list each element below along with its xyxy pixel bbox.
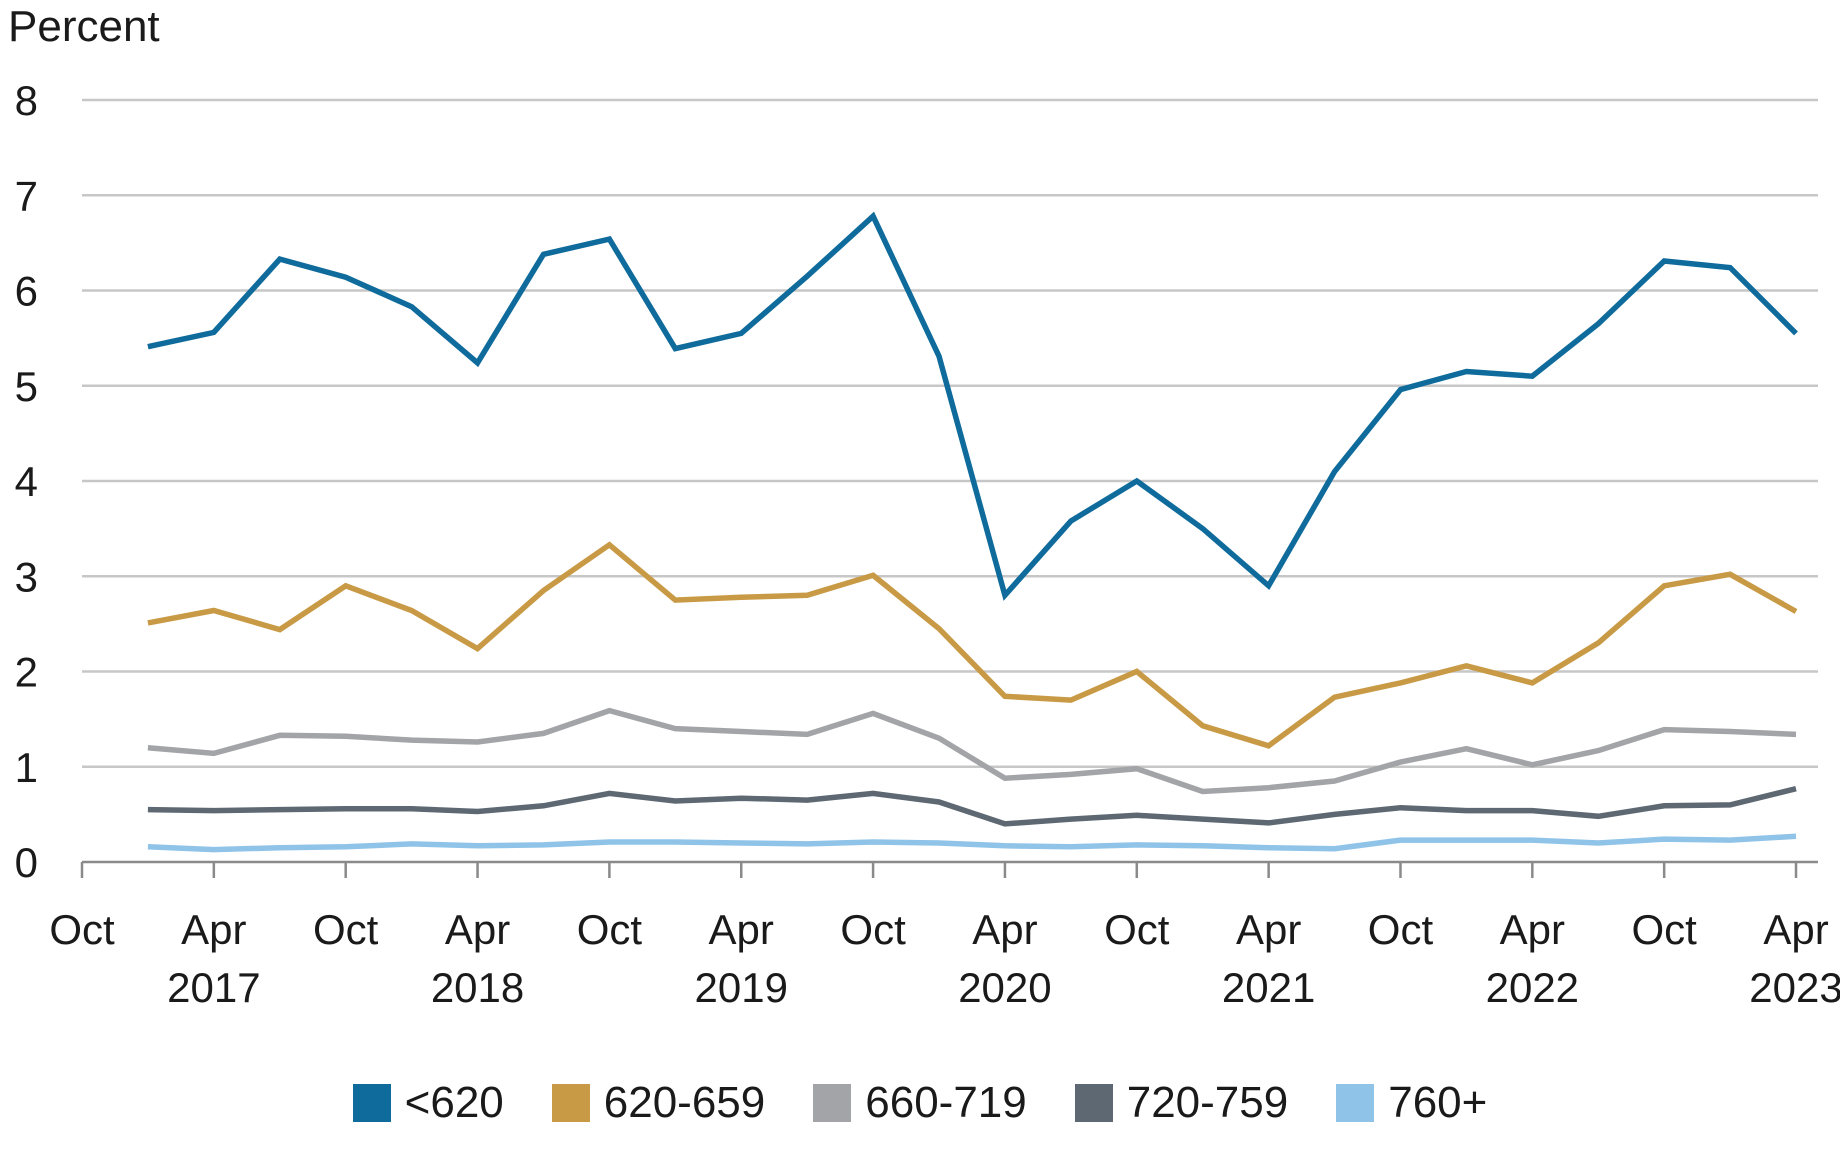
y-tick-label: 1	[15, 744, 38, 791]
x-tick-label: Apr	[445, 906, 510, 953]
legend-item: 660-719	[813, 1078, 1027, 1128]
legend-label: 720-759	[1126, 1078, 1289, 1127]
x-tick-label: Oct	[1104, 906, 1170, 953]
y-tick-label: 2	[15, 649, 38, 696]
series-line	[147, 211, 1798, 601]
legend-swatch	[813, 1084, 852, 1122]
legend-swatch	[1336, 1084, 1375, 1122]
x-tick-label: Apr	[1500, 906, 1565, 953]
x-axis: Oct Apr 2017 Oct Apr 2018 Oct Apr 2019 Oct Apr 2020…	[49, 860, 1840, 1011]
legend: <620 620-659 660-719 720-759 760+	[0, 1078, 1840, 1128]
series-lines	[147, 211, 1798, 853]
x-tick-label: Apr	[972, 906, 1037, 953]
x-tick-label: Oct	[577, 906, 643, 953]
x-tick-year-label: 2017	[167, 964, 260, 1011]
x-tick-label: Apr	[181, 906, 246, 953]
legend-label: 620-659	[603, 1078, 766, 1127]
y-axis-label: Percent	[8, 2, 160, 51]
x-tick-label: Apr	[709, 906, 774, 953]
legend-item: <620	[352, 1078, 504, 1128]
x-tick-year-label: 2020	[958, 964, 1051, 1011]
y-tick-label: 7	[15, 172, 38, 219]
y-tick-label: 5	[15, 363, 38, 410]
x-tick-year-label: 2021	[1222, 964, 1315, 1011]
gridlines	[82, 98, 1818, 768]
x-tick-label: Oct	[840, 906, 906, 953]
legend-item: 620-659	[551, 1078, 766, 1128]
y-tick-label: 3	[15, 553, 38, 600]
legend-swatch	[352, 1084, 391, 1122]
x-tick-label: Oct	[313, 906, 379, 953]
legend-label: 660-719	[865, 1078, 1027, 1127]
legend-swatch	[551, 1084, 590, 1122]
legend-swatch	[1074, 1084, 1113, 1122]
y-tick-label: 4	[15, 458, 38, 505]
legend-item: 720-759	[1074, 1078, 1289, 1128]
series-line	[147, 541, 1798, 749]
y-tick-labels: 0 1 2 3 4 5 6 7 8	[15, 77, 38, 886]
y-tick-label: 6	[15, 268, 38, 315]
y-tick-label: 8	[15, 77, 38, 124]
x-tick-label: Oct	[49, 906, 115, 953]
x-tick-label: Apr	[1236, 906, 1301, 953]
legend-label: <620	[404, 1078, 504, 1127]
legend-item: 760+	[1336, 1078, 1487, 1128]
series-line	[147, 833, 1797, 853]
x-tick-label: Oct	[1632, 906, 1698, 953]
legend-label: 760+	[1388, 1078, 1488, 1127]
x-tick-label: Oct	[1368, 906, 1434, 953]
x-tick-year-label: 2019	[695, 964, 788, 1011]
x-tick-year-label: 2023	[1749, 964, 1840, 1011]
series-line	[147, 786, 1797, 827]
y-tick-label: 0	[15, 839, 38, 886]
x-tick-year-label: 2022	[1486, 964, 1579, 1011]
x-tick-year-label: 2018	[431, 964, 524, 1011]
x-tick-label: Apr	[1763, 906, 1828, 953]
series-line	[147, 707, 1797, 795]
